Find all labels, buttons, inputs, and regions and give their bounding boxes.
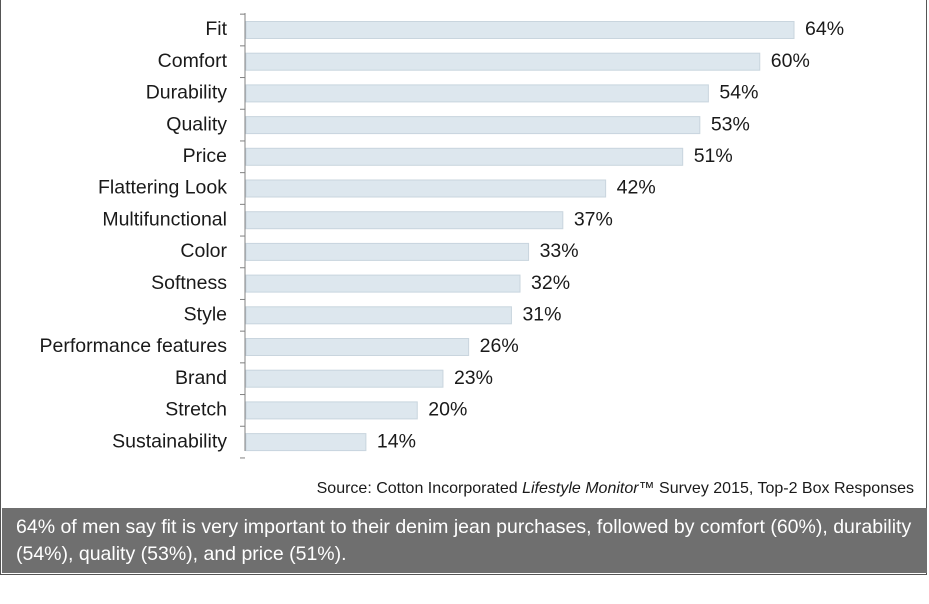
data-label: 51%: [694, 145, 733, 167]
data-label: 32%: [531, 272, 570, 294]
category-label: Softness: [151, 272, 227, 294]
bar: [245, 52, 761, 71]
category-label: Sustainability: [112, 430, 227, 452]
data-label: 37%: [574, 208, 613, 230]
data-label: 23%: [454, 367, 493, 389]
category-label: Color: [180, 240, 227, 262]
bar: [245, 401, 418, 420]
category-label: Brand: [175, 367, 227, 389]
category-label: Comfort: [158, 50, 228, 72]
data-label: 42%: [617, 177, 656, 199]
bar: [245, 242, 530, 261]
category-label: Quality: [166, 113, 227, 135]
data-label: 60%: [771, 50, 810, 72]
bars-group: Fit 64% Comfort 60% Durability 54% Quality 53% P…: [39, 18, 844, 452]
bar: [245, 274, 521, 293]
bar-chart: Fit 64% Comfort 60% Durability 54% Quality 53% P…: [39, 13, 844, 459]
category-label: Stretch: [165, 399, 227, 421]
source-note: Source: Cotton Incorporated Lifestyle Mo…: [317, 480, 914, 498]
bar: [245, 84, 709, 103]
source-prefix: Source: Cotton Incorporated: [316, 480, 523, 497]
source-suffix: Survey 2015, Top-2 Box Responses: [654, 480, 914, 497]
bar: [245, 306, 512, 325]
category-label: Price: [183, 145, 227, 167]
bar: [245, 21, 795, 39]
category-label: Durability: [146, 82, 228, 104]
bar: [245, 433, 367, 452]
bar: [245, 179, 607, 198]
category-label: Performance features: [39, 335, 227, 357]
axis-ticks: [240, 13, 245, 459]
data-label: 53%: [711, 113, 750, 135]
caption-box: 64% of men say fit is very important to …: [2, 508, 927, 573]
data-label: 54%: [719, 82, 758, 104]
data-label: 64%: [805, 18, 844, 40]
category-label: Flattering Look: [98, 177, 227, 199]
bar: [245, 338, 470, 356]
bar: [245, 116, 701, 135]
data-label: 33%: [540, 240, 579, 262]
data-label: 20%: [428, 399, 467, 421]
source-title: Lifestyle Monitor™: [522, 480, 655, 497]
bar: [245, 211, 564, 230]
category-label: Fit: [205, 18, 227, 40]
data-label: 26%: [480, 335, 519, 357]
data-label: 14%: [377, 430, 416, 452]
category-label: Multifunctional: [102, 208, 227, 230]
bar: [245, 147, 684, 166]
data-label: 31%: [522, 303, 561, 325]
category-label: Style: [184, 303, 227, 325]
bar: [245, 369, 444, 388]
chart-frame: Fit 64% Comfort 60% Durability 54% Quality 53% P…: [0, 0, 927, 575]
